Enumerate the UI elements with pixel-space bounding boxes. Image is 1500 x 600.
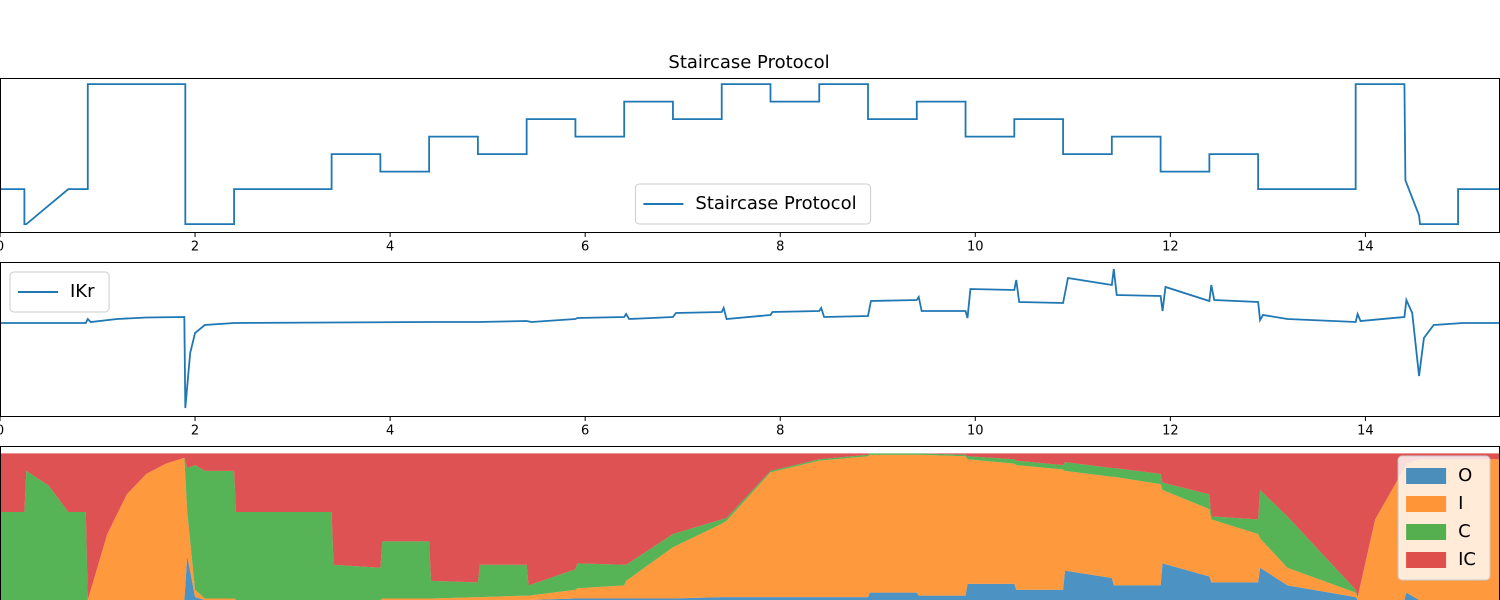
legend-label: IC (1458, 549, 1476, 570)
x-tick-label: 12 (1162, 424, 1179, 439)
legend-swatch (1406, 496, 1447, 512)
legend-swatch (1406, 468, 1447, 484)
legend-label: I (1458, 493, 1463, 514)
legend: IKr (9, 271, 110, 313)
x-tick-label: 2 (191, 240, 199, 255)
stack-area (0, 453, 1500, 600)
x-tick-label: 8 (776, 424, 784, 439)
plot-area (0, 453, 1500, 600)
x-tick-label: 6 (581, 424, 589, 439)
legend-swatch (1406, 524, 1447, 540)
legend-frame (634, 183, 872, 225)
legend-label: IKr (70, 281, 95, 302)
plot-area (0, 83, 1500, 226)
stack-area (0, 453, 1500, 600)
legend-label: C (1458, 521, 1471, 542)
x-tick-label: 4 (386, 240, 394, 255)
x-tick-label: 4 (386, 424, 394, 439)
x-tick-label: 12 (1162, 240, 1179, 255)
x-tick-label: 10 (967, 424, 984, 439)
x-tick-label: 0 (0, 424, 4, 439)
x-tick-label: 14 (1357, 424, 1374, 439)
x-tick-label: 8 (776, 240, 784, 255)
x-tick-label: 2 (191, 424, 199, 439)
legend-swatch (1406, 552, 1447, 568)
stack-area (0, 454, 1500, 600)
x-tick-label: 10 (967, 240, 984, 255)
legend: Staircase Protocol (634, 183, 872, 225)
x-tick-label: 6 (581, 240, 589, 255)
legend-frame (9, 271, 110, 313)
plot-area (0, 268, 1500, 409)
legend-label: Staircase Protocol (695, 193, 856, 214)
legend-label: O (1458, 465, 1472, 486)
line-series (0, 83, 1500, 226)
x-tick-label: 0 (0, 240, 4, 255)
stack-area (0, 556, 1500, 600)
x-tick-label: 14 (1357, 240, 1374, 255)
legend-frame (1397, 455, 1491, 581)
line-series (0, 268, 1500, 409)
axes-frame (0, 262, 1500, 417)
chart-title: Staircase Protocol (668, 52, 829, 73)
